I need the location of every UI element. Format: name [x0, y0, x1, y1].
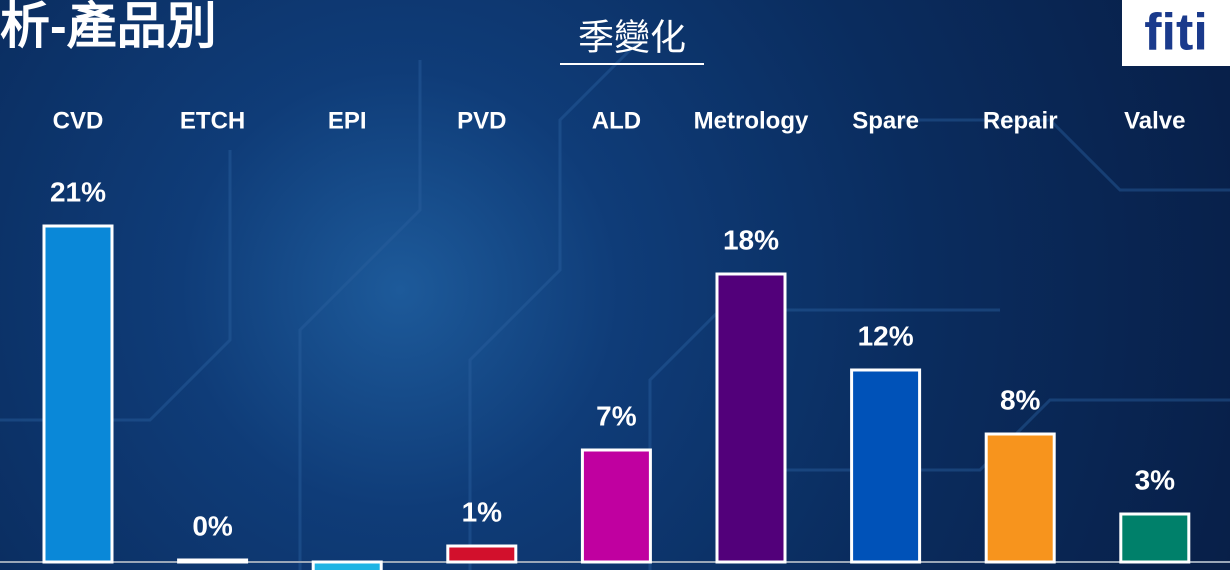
value-label: 18% — [723, 224, 779, 255]
value-label: 3% — [1135, 464, 1176, 495]
value-label: 0% — [192, 510, 233, 541]
logo: fiti — [1144, 4, 1208, 62]
value-label: 1% — [462, 496, 503, 527]
bar — [580, 448, 652, 564]
category-label: EPI — [328, 107, 367, 134]
bar — [850, 368, 922, 564]
category-label: ETCH — [180, 107, 245, 134]
value-label: 12% — [858, 320, 914, 351]
value-label: 21% — [50, 176, 106, 207]
bar — [984, 432, 1056, 564]
category-label: Metrology — [694, 107, 809, 134]
category-label: Valve — [1124, 107, 1185, 134]
category-label: PVD — [457, 107, 506, 134]
value-label: 8% — [1000, 384, 1041, 415]
bar — [311, 560, 383, 570]
category-label: ALD — [592, 107, 641, 134]
slide-title: 析-產品別 — [0, 0, 217, 54]
bar — [42, 224, 114, 564]
category-label: CVD — [53, 107, 104, 134]
slide-subtitle: 季變化 — [578, 17, 686, 58]
category-label: Repair — [983, 107, 1058, 134]
bar — [177, 558, 249, 564]
logo-box — [1122, 0, 1230, 66]
bar — [1119, 512, 1191, 564]
value-label: 7% — [596, 400, 637, 431]
bar — [446, 544, 518, 564]
bar — [715, 272, 787, 564]
category-label: Spare — [852, 107, 919, 134]
